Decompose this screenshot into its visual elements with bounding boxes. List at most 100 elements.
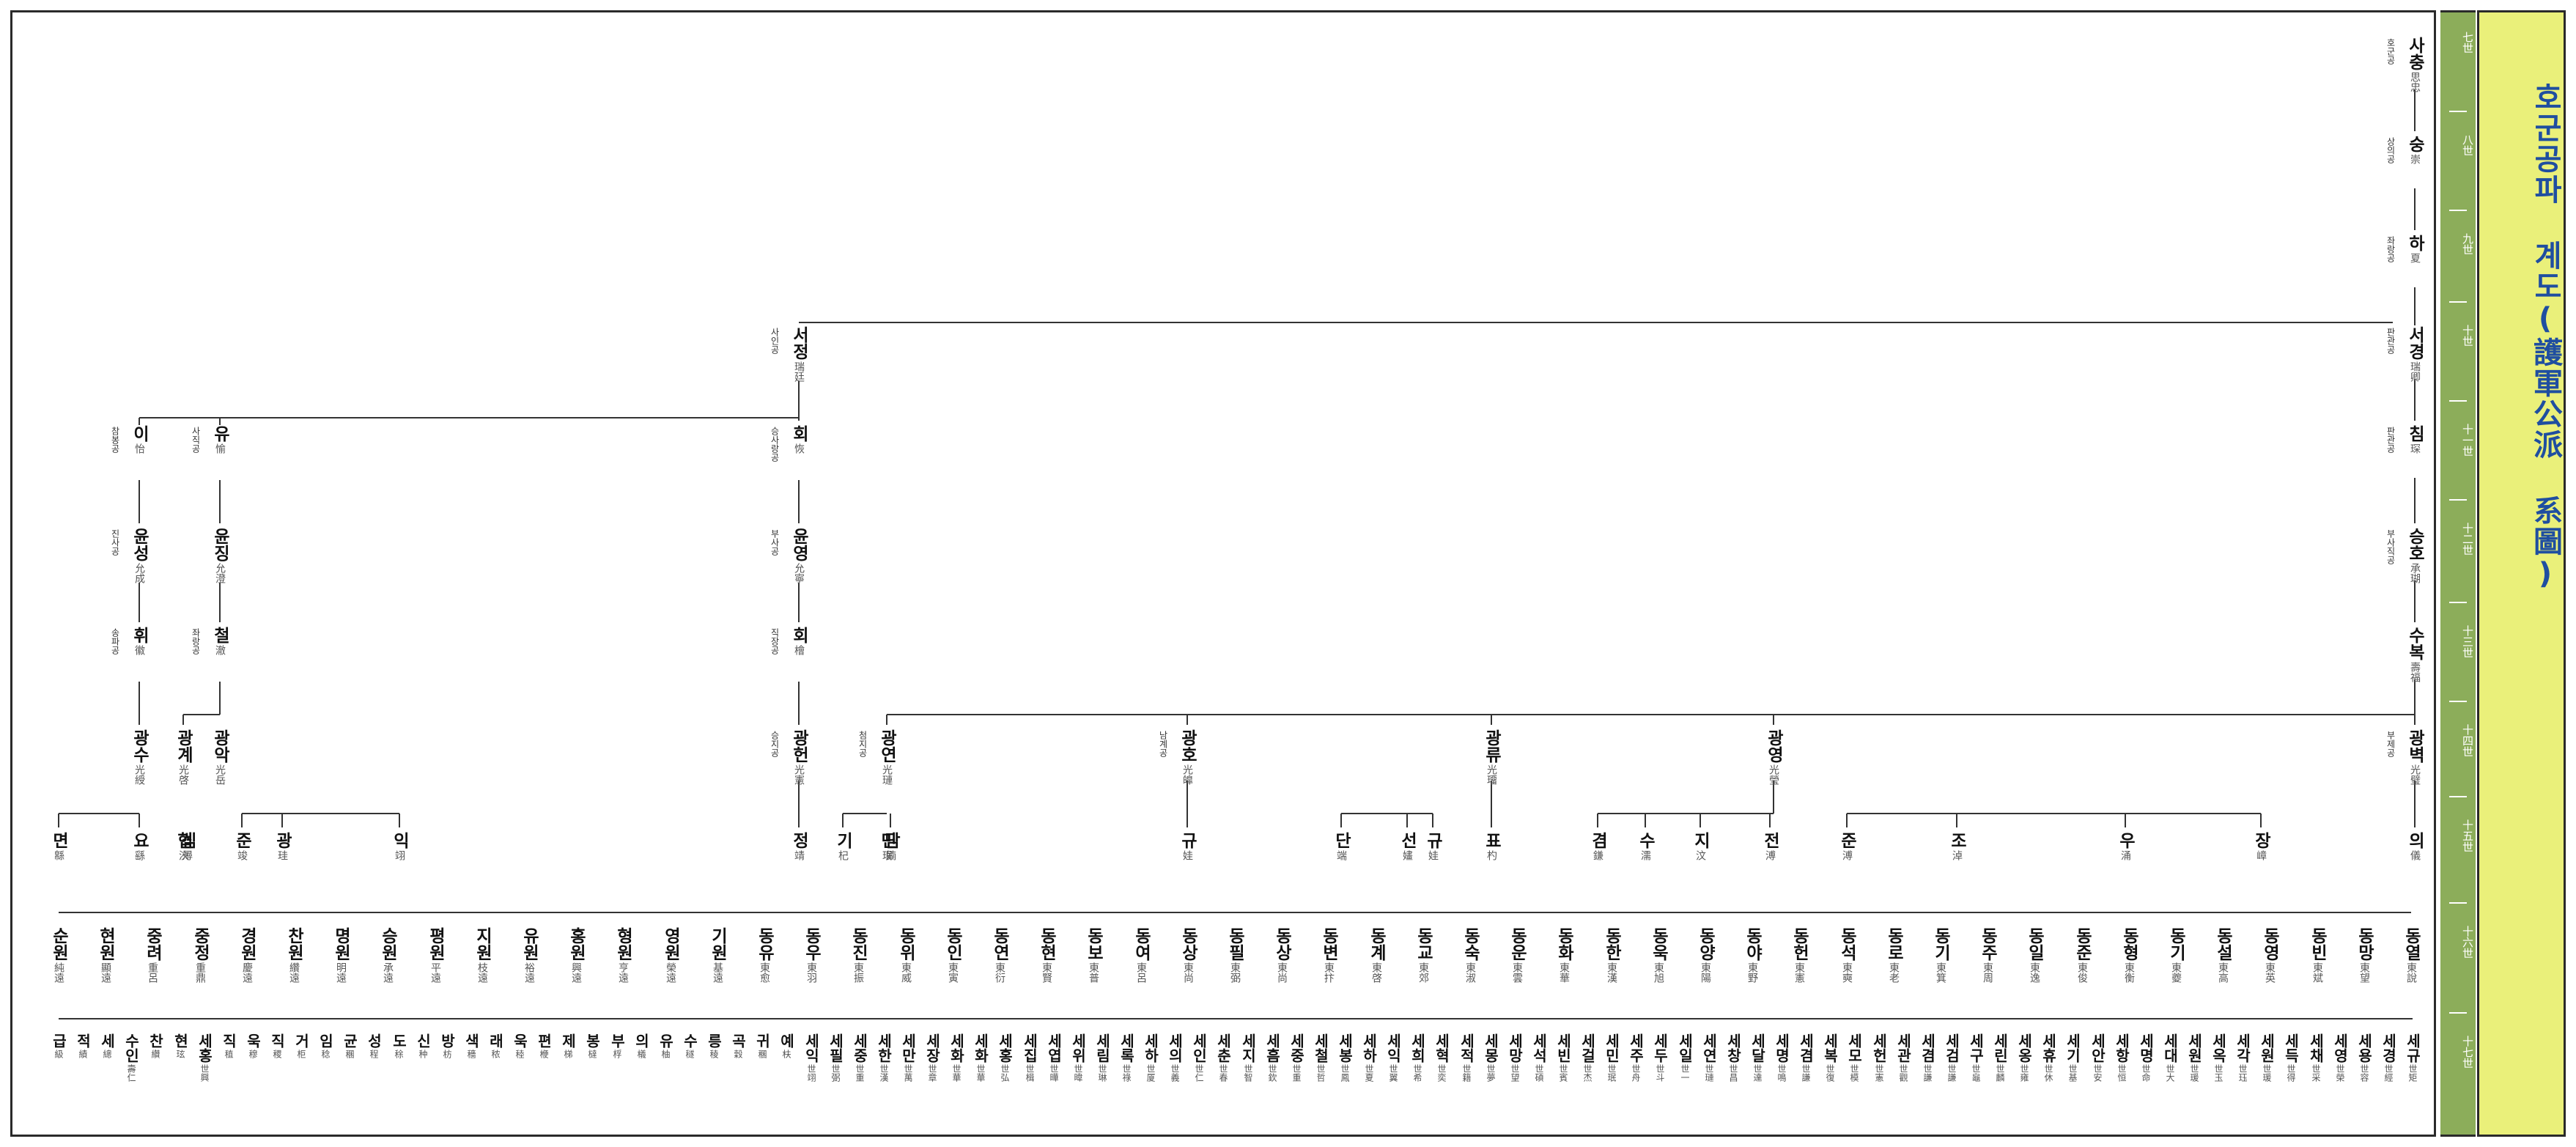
person-node: 동연 東衍 [979, 927, 1020, 983]
person-name: 제 [559, 1033, 577, 1048]
person-hanja: 東普 [1088, 962, 1099, 983]
person-name: 세 [98, 1033, 116, 1048]
person-hanja: 東淑 [1464, 962, 1476, 983]
person-name: 동영 [2260, 927, 2279, 961]
person-name: 세대 [2161, 1033, 2179, 1063]
person-hanja: 世楫 [1025, 1064, 1035, 1082]
person-node: 동야 東野 [1732, 927, 1773, 983]
person-node: 세지 世智 [1236, 1033, 1261, 1082]
person-hanja: 瑞廷 [793, 361, 805, 382]
person-name: 세홍 [196, 1033, 213, 1063]
person-hanja: 東啓 [1370, 962, 1382, 983]
person-hanja: 興遠 [570, 962, 582, 983]
person-hanja: 儀 [2409, 850, 2421, 860]
person-node: 세복 世復 [1817, 1033, 1842, 1082]
person-hanja: 秾 [490, 1050, 501, 1058]
person-hanja: 光啓 [177, 764, 189, 785]
person-node: 동교 東郊 [1403, 927, 1444, 983]
person-name: 동한 [1602, 927, 1621, 961]
person-name: 지 [1691, 832, 1710, 849]
person-node: 수복 壽福 [2394, 627, 2435, 682]
person-hanja: 稷 [272, 1050, 282, 1058]
person-hanja: 浹 [177, 850, 189, 860]
person-hanja: 世厦 [1145, 1064, 1156, 1082]
person-hanja: 世達 [1752, 1064, 1763, 1082]
person-name: 세헌 [1870, 1033, 1888, 1063]
person-name: 급 [50, 1033, 67, 1048]
person-hanja: 承瑚 [2409, 563, 2421, 583]
person-node: 동상 東尚 [1261, 927, 1302, 983]
person-node: 동망 東望 [2344, 927, 2385, 983]
person-name: 동기 [1931, 927, 1950, 961]
person-hanja: 世華 [975, 1064, 986, 1082]
person-hanja: 世龜 [1971, 1064, 1981, 1082]
person-name: 동변 [1319, 927, 1338, 961]
person-node: 윤영 允寧 [778, 528, 819, 583]
person-name: 세인 [1190, 1033, 1208, 1063]
person-name: 세중 [851, 1033, 868, 1063]
person-hanja: 世華 [951, 1064, 962, 1082]
person-hanja: 稙 [224, 1050, 234, 1058]
person-name: 광벽 [2405, 729, 2424, 763]
person-name: 동망 [2355, 927, 2374, 961]
person-hanja: 世智 [1243, 1064, 1253, 1082]
person-name: 성 [365, 1033, 383, 1048]
person-hanja: 柜 [296, 1050, 306, 1058]
person-title: 송파공 [110, 628, 120, 654]
person-node: 윤성 允成 [119, 528, 160, 583]
person-name: 윤성 [130, 528, 149, 561]
person-hanja: 世休 [2043, 1064, 2053, 1082]
person-name: 세경 [2380, 1033, 2397, 1063]
person-name: 중려 [143, 927, 162, 961]
person-node: 동여 東呂 [1121, 927, 1162, 983]
person-name: 찬원 [284, 927, 303, 961]
person-node: 세경 世經 [2376, 1033, 2401, 1082]
person-name: 세검 [1943, 1033, 1960, 1063]
person-hanja: 思忠 [2409, 72, 2421, 92]
person-hanja: 東尚 [1182, 962, 1194, 983]
generation-divider [2449, 301, 2467, 303]
person-hanja: 東郊 [1417, 962, 1429, 983]
person-name: 세익 [1384, 1033, 1402, 1063]
person-node: 광악 光岳 [199, 729, 240, 785]
person-hanja: 裕遠 [523, 962, 535, 983]
person-name: 기 [833, 832, 852, 849]
person-name: 욱 [511, 1033, 528, 1048]
person-hanja: 東呂 [1135, 962, 1147, 983]
person-hanja: 基遠 [712, 962, 723, 983]
person-hanja: 東威 [900, 962, 912, 983]
person-node: 동로 東老 [1873, 927, 1914, 983]
person-name: 요 [130, 832, 149, 849]
person-name: 세석 [1530, 1033, 1548, 1063]
person-title: 진사공 [110, 529, 120, 556]
person-name: 서경 [2405, 326, 2424, 360]
person-name: 광계 [174, 729, 193, 763]
person-node: 동주 東周 [1967, 927, 2008, 983]
person-name: 세원 [2185, 1033, 2203, 1063]
person-node: 동위 東威 [885, 927, 926, 983]
person-title: 승사랑공 [770, 427, 780, 462]
person-hanja: 琛 [2409, 443, 2421, 454]
person-hanja: 東逸 [2029, 962, 2040, 983]
person-name: 윤징 [210, 528, 229, 561]
person-name: 세희 [1409, 1033, 1426, 1063]
person-hanja: 東漢 [1606, 962, 1617, 983]
person-hanja: 世翊 [806, 1064, 816, 1082]
person-name: 기원 [708, 927, 727, 961]
person-hanja: 世奕 [1436, 1064, 1447, 1082]
person-hanja: 瑞卿 [2409, 361, 2421, 382]
person-hanja: 穟 [684, 1050, 695, 1058]
person-name: 준 [232, 832, 251, 849]
person-hanja: 顯遠 [100, 962, 111, 983]
generation-label: 十七世 [2461, 1036, 2474, 1069]
person-title: 사직공 [191, 427, 201, 453]
